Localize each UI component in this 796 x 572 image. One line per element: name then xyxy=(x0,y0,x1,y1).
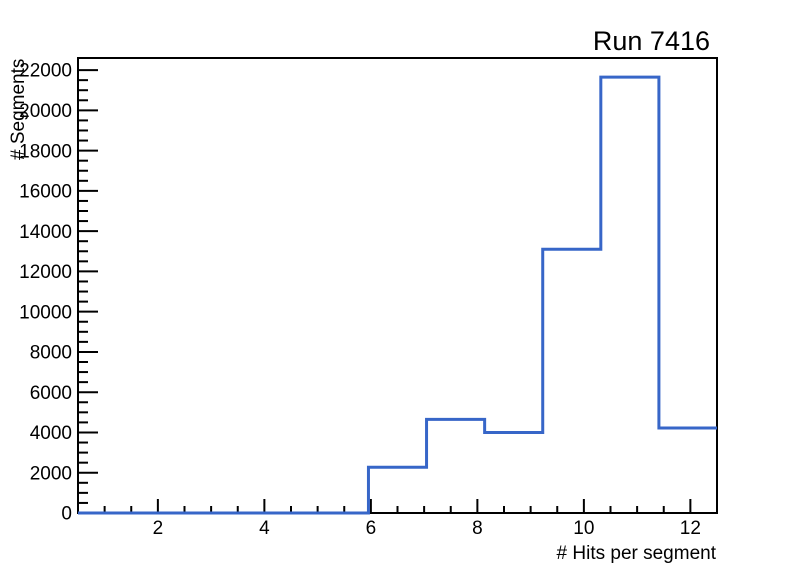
y-tick-label: 22000 xyxy=(19,61,72,82)
y-tick-label: 14000 xyxy=(19,222,72,243)
plot-frame-rect xyxy=(77,57,718,514)
histogram-line xyxy=(78,75,717,515)
chart-title: Run 7416 xyxy=(593,26,710,56)
axis-tick-labels: 2 4 6 8 10 12 0 2000 4000 6000 8000 10000 12000 14000… xyxy=(19,61,701,539)
y-tick-label: 18000 xyxy=(19,141,72,162)
y-tick-label: 20000 xyxy=(19,101,72,122)
y-tick-label: 4000 xyxy=(30,423,72,444)
x-tick-label: 8 xyxy=(472,518,483,539)
y-tick-label: 16000 xyxy=(19,182,72,203)
y-axis-title: # Segments xyxy=(8,59,29,160)
y-tick-label: 0 xyxy=(61,504,72,525)
x-tick-label: 10 xyxy=(573,518,594,539)
x-tick-label: 2 xyxy=(153,518,164,539)
y-tick-label: 10000 xyxy=(19,302,72,323)
x-tick-label: 4 xyxy=(259,518,270,539)
y-tick-label: 2000 xyxy=(30,463,72,484)
histogram-path xyxy=(78,75,717,515)
x-tick-label: 12 xyxy=(680,518,701,539)
y-tick-label: 12000 xyxy=(19,262,72,283)
x-tick-label: 6 xyxy=(366,518,377,539)
x-axis-title: # Hits per segment xyxy=(557,543,717,564)
y-tick-label: 8000 xyxy=(30,343,72,364)
plot-frame xyxy=(77,57,718,514)
axis-ticks xyxy=(78,69,692,514)
y-tick-label: 6000 xyxy=(30,383,72,404)
